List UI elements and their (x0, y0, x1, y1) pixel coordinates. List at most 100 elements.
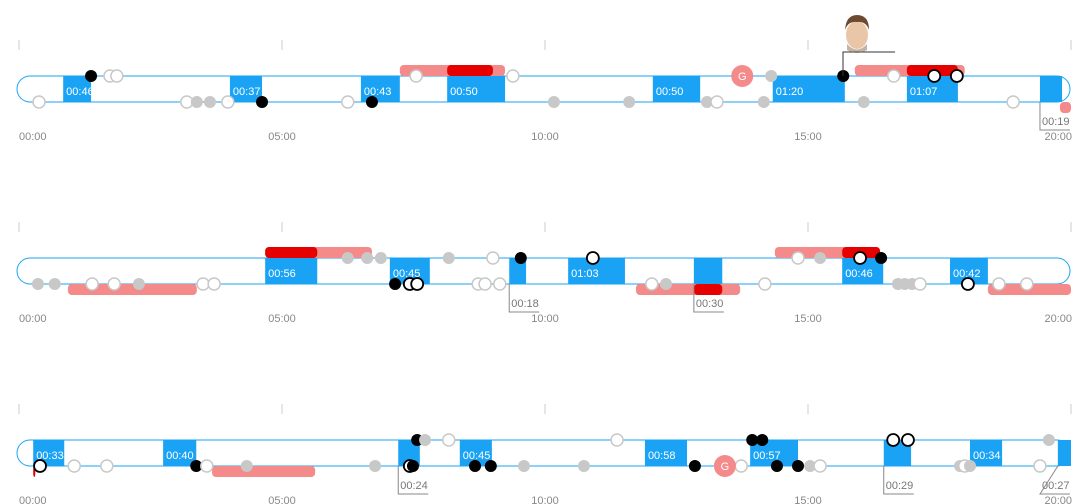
event-marker (389, 278, 402, 290)
event-marker (756, 434, 769, 446)
event-marker (886, 69, 901, 83)
event-marker (734, 459, 748, 473)
duration-label: 00:34 (973, 450, 1001, 462)
event-marker (1020, 277, 1034, 291)
event-marker (374, 252, 387, 264)
event-marker (886, 433, 901, 447)
event-marker (770, 460, 783, 472)
event-marker (486, 251, 500, 265)
event-marker (875, 252, 888, 264)
event-marker (804, 460, 817, 472)
event-marker (645, 277, 659, 291)
event-marker (240, 460, 253, 472)
event-marker (107, 277, 121, 291)
x-tick-label: 00:00 (19, 495, 47, 504)
duration-label: 00:58 (648, 450, 676, 462)
event-marker (949, 69, 964, 83)
x-tick-label: 05:00 (268, 495, 296, 504)
duration-label: 00:45 (393, 268, 421, 280)
event-marker (100, 459, 114, 473)
event-marker (792, 460, 805, 472)
duration-block (447, 76, 506, 102)
event-marker (48, 278, 61, 290)
duration-label: 01:03 (571, 268, 599, 280)
duration-block (970, 440, 1003, 466)
event-marker (190, 460, 203, 472)
event-marker (814, 252, 827, 264)
event-marker (441, 433, 456, 447)
goal-marker (731, 65, 754, 87)
duration-block (265, 258, 318, 284)
event-marker (85, 70, 98, 82)
label-bracket (883, 466, 914, 495)
x-tick-label: 05:00 (268, 313, 296, 325)
event-marker (746, 434, 759, 446)
duration-label: 00:19 (1042, 116, 1070, 128)
event-marker (190, 96, 203, 108)
duration-label: 00:56 (268, 268, 296, 280)
duration-label: 00:30 (696, 298, 724, 310)
duration-label: 00:40 (166, 450, 194, 462)
duration-label: 01:07 (910, 86, 938, 98)
event-marker (203, 96, 216, 108)
duration-label: 00:33 (36, 450, 64, 462)
x-tick-label: 20:00 (1044, 131, 1072, 143)
duration-label: 00:29 (886, 480, 914, 492)
possession-band (67, 284, 197, 295)
duration-block (163, 440, 197, 466)
duration-block (63, 76, 92, 102)
duration-label: 00:43 (364, 86, 392, 98)
event-marker (31, 278, 44, 290)
possession-band (265, 247, 318, 258)
event-marker (853, 251, 867, 265)
event-marker (419, 434, 432, 446)
duration-label: 00:45 (463, 450, 491, 462)
event-marker (901, 433, 915, 447)
duration-label: 00:57 (753, 450, 781, 462)
event-marker (758, 277, 772, 291)
x-tick-label: 15:00 (794, 495, 822, 504)
event-marker (964, 460, 977, 472)
possession-band (1059, 102, 1071, 113)
duration-label: 00:50 (656, 86, 684, 98)
event-marker (757, 96, 770, 108)
duration-block (1039, 76, 1063, 102)
label-bracket (397, 466, 429, 495)
event-marker (365, 96, 378, 108)
x-tick-label: 20:00 (1044, 495, 1072, 504)
x-tick-label: 15:00 (794, 131, 822, 143)
x-tick-label: 10:00 (531, 495, 559, 504)
event-marker (221, 95, 235, 109)
event-marker (493, 277, 507, 291)
x-tick-label: 05:00 (268, 131, 296, 143)
player-avatar (839, 14, 895, 76)
event-marker (688, 460, 701, 472)
event-marker (610, 433, 624, 447)
duration-block (644, 440, 688, 466)
duration-block (509, 258, 527, 284)
duration-label: 00:24 (400, 480, 428, 492)
event-marker (478, 277, 492, 291)
event-marker (1042, 434, 1055, 446)
duration-label: 00:37 (233, 86, 261, 98)
duration-block (229, 76, 263, 102)
duration-label: 00:46 (66, 86, 94, 98)
event-marker (514, 252, 527, 264)
possession-band (693, 284, 723, 295)
x-tick-label: 10:00 (531, 313, 559, 325)
event-marker (410, 277, 425, 291)
event-marker (406, 460, 419, 472)
event-marker (547, 96, 560, 108)
event-marker (469, 460, 482, 472)
duration-block (360, 76, 400, 102)
event-marker (927, 69, 942, 83)
event-marker (207, 277, 221, 291)
x-tick-label: 20:00 (1044, 313, 1072, 325)
event-marker (659, 278, 672, 290)
goal-label: G (738, 71, 747, 83)
label-bracket (1039, 465, 1070, 495)
event-marker (623, 96, 636, 108)
event-marker (484, 460, 497, 472)
event-marker (1033, 459, 1047, 473)
